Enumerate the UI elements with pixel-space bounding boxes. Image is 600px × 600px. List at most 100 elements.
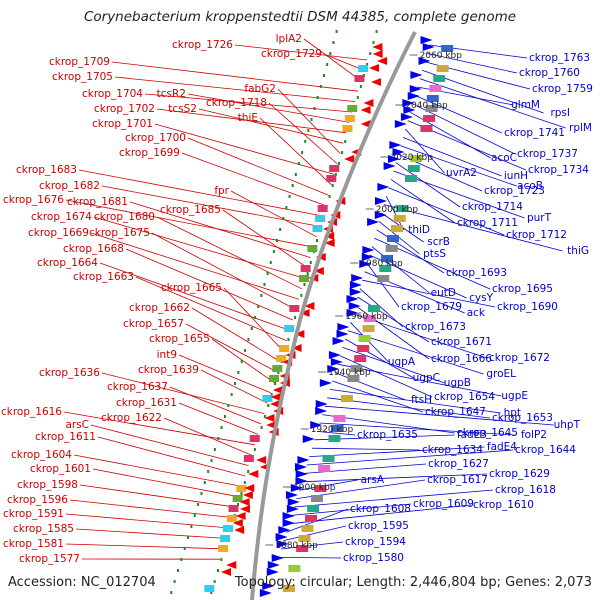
guide-dot — [372, 41, 375, 44]
feature-bar — [312, 225, 323, 232]
forward-gene-arrow — [330, 358, 343, 366]
connector-line — [395, 162, 461, 208]
forward-gene-arrow — [332, 337, 345, 345]
feature-bar — [344, 115, 355, 122]
feature-bar — [243, 455, 254, 462]
connector-line — [178, 354, 271, 394]
forward-gene-label: fadE4 — [487, 441, 517, 453]
connector-line — [405, 128, 445, 174]
reverse-gene-label: ckrop_1709 — [49, 56, 110, 68]
guide-dot — [369, 52, 372, 55]
reverse-gene-label: ckrop_1704 — [82, 88, 143, 100]
forward-gene-label: ckrop_1734 — [528, 164, 589, 176]
reverse-gene-label: ckrop_1681 — [67, 196, 128, 208]
connector-line — [78, 169, 323, 217]
reverse-gene-label: ckrop_1682 — [39, 180, 100, 192]
forward-gene-label: ugpE — [501, 390, 528, 402]
feature-bar — [377, 275, 390, 282]
reverse-gene-label: ckrop_1729 — [261, 48, 322, 60]
guide-dot — [190, 525, 193, 528]
feature-bar — [289, 305, 300, 312]
connector-line — [156, 216, 302, 290]
feature-bar — [218, 545, 229, 552]
reverse-gene-arrow — [368, 64, 379, 72]
forward-gene-arrow — [403, 106, 416, 114]
guide-dot — [250, 327, 253, 330]
guide-dot — [257, 305, 260, 308]
forward-gene-label: ckrop_1759 — [532, 83, 593, 95]
connector-line — [334, 372, 406, 401]
forward-gene-label: ckrop_1580 — [343, 552, 404, 564]
reverse-gene-arrow — [324, 232, 335, 240]
connector-line — [359, 288, 404, 328]
reverse-gene-arrow — [377, 57, 388, 65]
reverse-gene-label: ckrop_1577 — [19, 553, 80, 565]
reverse-gene-arrow — [313, 267, 324, 275]
reverse-gene-arrow — [304, 302, 315, 310]
connector-line — [293, 489, 494, 508]
feature-bar — [342, 125, 353, 132]
feature-bar — [333, 415, 346, 422]
connector-line — [298, 479, 358, 491]
forward-gene-label: uhpT — [554, 419, 581, 431]
reverse-gene-arrow — [270, 400, 281, 408]
guide-dot — [170, 591, 173, 594]
forward-gene-arrow — [282, 512, 295, 520]
connector-line — [281, 541, 344, 550]
forward-gene-label: ckrop_1618 — [495, 484, 556, 496]
forward-gene-label: ckrop_1714 — [462, 201, 523, 213]
guide-dot — [230, 393, 233, 396]
connector-line — [163, 417, 252, 456]
connector-line — [383, 204, 563, 252]
guide-dot — [207, 470, 210, 473]
guide-dot — [277, 371, 280, 374]
guide-dot — [359, 85, 362, 88]
guide-dot — [266, 272, 269, 275]
connector-line — [303, 38, 362, 82]
connector-line — [135, 276, 287, 342]
guide-dot — [309, 261, 312, 264]
feature-bar — [407, 165, 420, 172]
guide-dot — [263, 415, 266, 418]
forward-gene-label: ckrop_1679 — [401, 301, 462, 313]
feature-bar — [299, 275, 310, 282]
forward-gene-arrow — [410, 71, 423, 79]
feature-bar — [326, 175, 337, 182]
reverse-gene-arrow — [239, 505, 250, 513]
feature-bar — [410, 155, 423, 162]
forward-gene-label: ckrop_1760 — [519, 67, 580, 79]
kbp-tick-label: 1880 kbp — [275, 541, 318, 551]
gene-labels: ckrop_1726 ckrop_1729 lplA2 ckrop_1709ckrop… — [1, 33, 593, 565]
guide-dot — [319, 85, 322, 88]
connector-line — [234, 44, 368, 61]
guide-dot — [297, 162, 300, 165]
guide-dot — [173, 580, 176, 583]
forward-gene-label: cysY — [469, 292, 493, 304]
forward-gene-label: ckrop_1711 — [457, 217, 518, 229]
guide-dot — [200, 492, 203, 495]
reverse-gene-label: ckrop_1601 — [30, 463, 91, 475]
reverse-gene-label: ckrop_1726 — [172, 39, 233, 51]
connector-line — [385, 196, 404, 231]
forward-gene-label: ckrop_1609 — [413, 498, 474, 510]
forward-gene-label: scrB — [427, 236, 450, 248]
forward-gene-label: purT — [527, 212, 552, 224]
forward-gene-arrow — [287, 498, 300, 506]
connector-line — [129, 201, 311, 258]
guide-dot — [344, 140, 347, 143]
forward-gene-label: ckrop_1653 — [492, 412, 553, 424]
feature-bar — [423, 115, 436, 122]
forward-gene-arrow — [349, 288, 362, 296]
feature-bar — [305, 515, 318, 522]
reverse-gene-label: ckrop_1675 — [89, 227, 150, 239]
forward-gene-arrow — [327, 365, 340, 373]
connector-line — [342, 347, 445, 384]
guide-dot — [326, 63, 329, 66]
feature-bar — [329, 165, 340, 172]
feature-bar — [354, 75, 365, 82]
connector-line — [288, 504, 472, 525]
reverse-gene-label: ckrop_1596 — [7, 494, 68, 506]
guide-dot — [323, 74, 326, 77]
reverse-gene-arrow — [232, 519, 243, 527]
reverse-gene-label: lplA2 — [276, 33, 302, 45]
